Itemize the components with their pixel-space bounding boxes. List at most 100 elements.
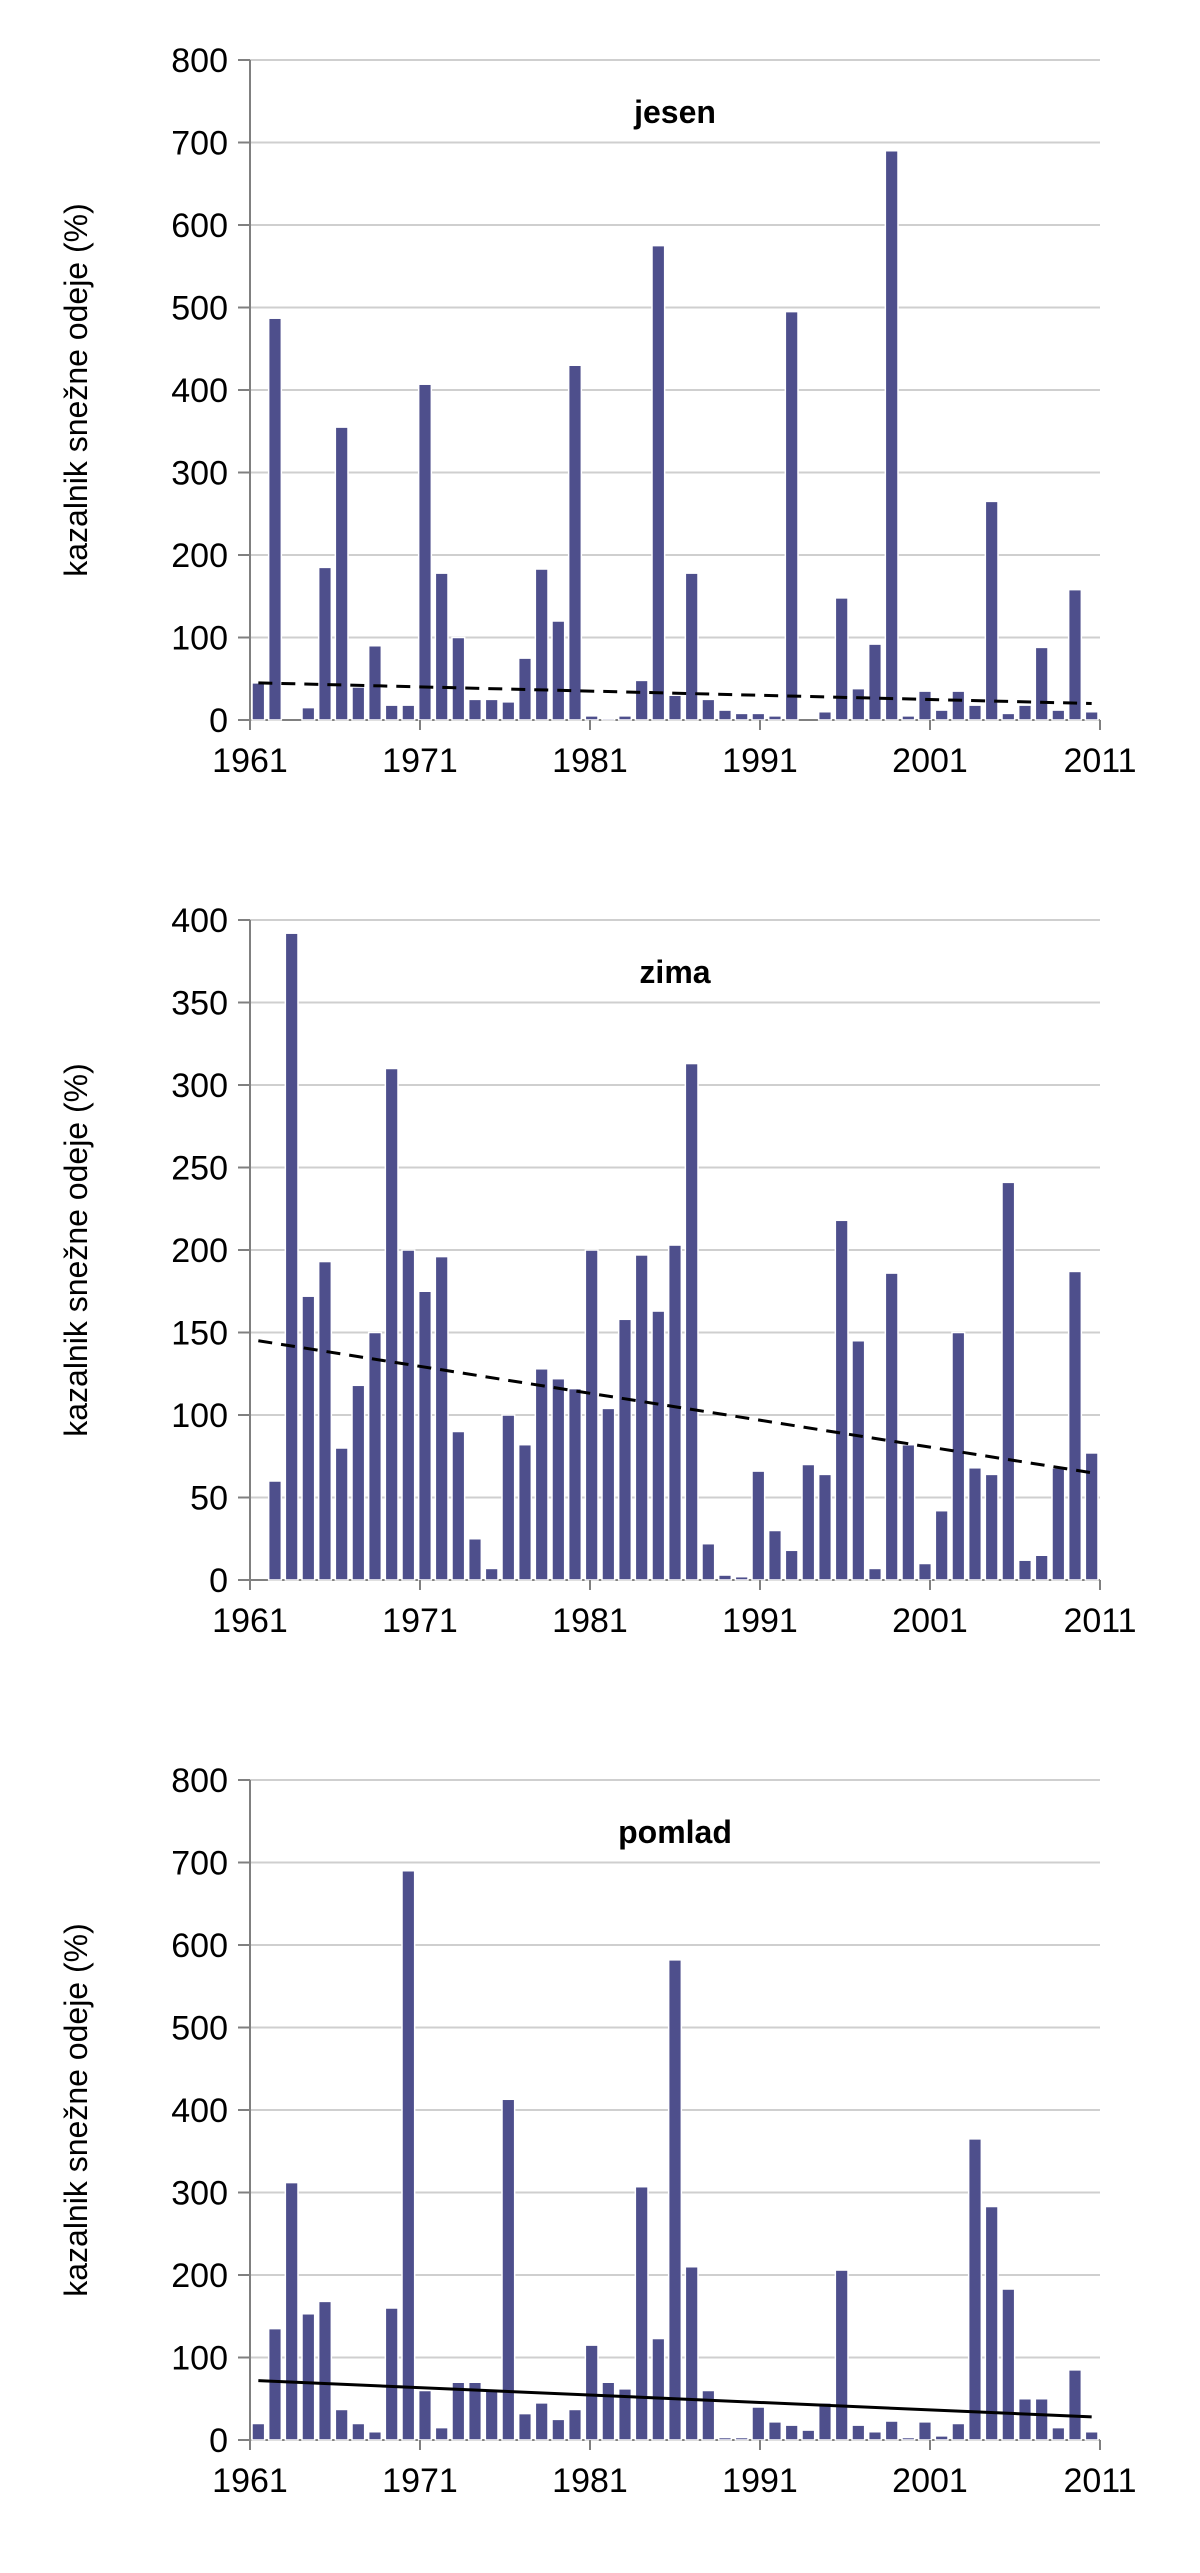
bar-1962 <box>267 1480 283 1581</box>
bar-1965 <box>317 566 333 721</box>
bar-1996 <box>834 597 849 721</box>
x-tick-label: 1971 <box>382 1602 458 1640</box>
x-tick-label: 1961 <box>212 1602 288 1640</box>
bar-1968 <box>367 2431 383 2441</box>
bar-1998 <box>867 643 883 721</box>
chart-title: zima <box>639 954 710 990</box>
trend-line <box>258 2379 1092 2419</box>
bar-1990 <box>734 2436 749 2441</box>
y-tick-label: 100 <box>171 1397 228 1435</box>
bar-1991 <box>751 712 766 721</box>
trend-line <box>258 681 1092 705</box>
bar-2008 <box>1034 1554 1049 1581</box>
bar-1964 <box>301 2313 316 2441</box>
bar-1998 <box>867 2431 883 2441</box>
x-tick-label: 1961 <box>212 742 288 780</box>
x-tick-label: 1991 <box>722 2462 798 2500</box>
chart-title: pomlad <box>618 1814 732 1850</box>
y-axis-label: kazalnik snežne odeje (%) <box>58 1923 94 2297</box>
bar-1990 <box>734 712 749 721</box>
bar-2001 <box>917 690 933 721</box>
x-tick-label: 1991 <box>722 742 798 780</box>
bar-1965 <box>317 2300 333 2441</box>
x-tick-label: 1981 <box>552 2462 628 2500</box>
y-tick-label: 400 <box>171 2092 228 2130</box>
bar-2010 <box>1067 588 1083 721</box>
y-tick-label: 200 <box>171 537 228 575</box>
bar-1966 <box>334 1447 349 1581</box>
bar-1999 <box>884 2420 899 2441</box>
x-tick-label: 1981 <box>552 1602 628 1640</box>
y-tick-label: 200 <box>171 2257 228 2295</box>
bar-1968 <box>367 645 383 721</box>
bar-1979 <box>551 620 566 721</box>
bar-1968 <box>367 1331 383 1581</box>
bar-1971 <box>417 383 433 721</box>
bar-1989 <box>717 709 733 721</box>
bar-1983 <box>617 1318 633 1581</box>
bar-1992 <box>767 2421 783 2441</box>
bar-2000 <box>901 2436 916 2441</box>
bar-2007 <box>1017 1559 1033 1581</box>
y-tick-label: 0 <box>209 2422 228 2460</box>
y-tick-label: 350 <box>171 985 228 1023</box>
chart-svg-jesen: 0 100 200 300 400 500 600 700 800 1961 1971 1981 199… <box>58 42 1137 780</box>
bar-1995 <box>817 2402 833 2441</box>
bar-1972 <box>434 572 449 721</box>
chart-panel-zima: 0 50 100 150 200 250 300 350 400 1961 1971 1981 1991… <box>0 860 1200 1680</box>
bar-1997 <box>851 1340 866 1581</box>
bar-1985 <box>651 2337 666 2441</box>
chart-svg-zima: 0 50 100 150 200 250 300 350 400 1961 1971 1981 1991… <box>58 902 1137 1640</box>
y-tick-label: 250 <box>171 1150 228 1188</box>
bar-1972 <box>434 2426 449 2441</box>
bar-1977 <box>517 2412 533 2441</box>
bar-1980 <box>567 1387 583 1581</box>
bar-2009 <box>1051 709 1066 721</box>
bar-1972 <box>434 1255 449 1581</box>
y-tick-label: 700 <box>171 1845 228 1883</box>
bar-1983 <box>617 2388 633 2441</box>
bar-1993 <box>784 310 799 721</box>
x-tick-label: 2011 <box>1063 742 1136 780</box>
bar-1963 <box>284 932 299 1581</box>
bar-1975 <box>484 1567 499 1581</box>
bar-2006 <box>1001 1181 1016 1581</box>
trend-line <box>258 1339 1092 1475</box>
bar-1982 <box>601 1407 616 1581</box>
bar-1996 <box>834 1219 849 1581</box>
bar-1986 <box>667 1959 683 2441</box>
bar-1971 <box>417 1290 433 1581</box>
bar-2002 <box>934 1509 949 1581</box>
y-tick-label: 300 <box>171 1067 228 1105</box>
bar-1990 <box>734 1575 749 1581</box>
y-tick-label: 0 <box>209 1562 228 1600</box>
bar-1989 <box>717 2436 733 2441</box>
x-tick-label: 1991 <box>722 1602 798 1640</box>
bar-1997 <box>851 2424 866 2441</box>
bar-2003 <box>951 1331 966 1581</box>
bar-1981 <box>584 2344 599 2441</box>
bar-1979 <box>551 2418 566 2441</box>
bar-1986 <box>667 1244 683 1581</box>
bar-2005 <box>984 500 999 721</box>
bar-2006 <box>1001 2288 1016 2441</box>
bar-1974 <box>467 2381 483 2441</box>
y-tick-label: 600 <box>171 207 228 245</box>
bar-1964 <box>301 706 316 721</box>
bar-1981 <box>584 715 599 721</box>
bar-1967 <box>351 2422 366 2441</box>
bar-2006 <box>1001 712 1016 721</box>
y-tick-label: 100 <box>171 2340 228 2378</box>
bar-2007 <box>1017 704 1033 721</box>
bar-1973 <box>451 636 466 721</box>
bar-1979 <box>551 1377 566 1581</box>
bar-1961 <box>251 2422 266 2441</box>
y-tick-label: 200 <box>171 1232 228 1270</box>
bar-2000 <box>901 715 916 721</box>
y-tick-label: 300 <box>171 2175 228 2213</box>
bar-1969 <box>384 2307 399 2441</box>
bar-1995 <box>817 1473 833 1581</box>
bar-1999 <box>884 1272 899 1581</box>
bar-1980 <box>567 2408 583 2441</box>
bar-2002 <box>934 2435 949 2441</box>
